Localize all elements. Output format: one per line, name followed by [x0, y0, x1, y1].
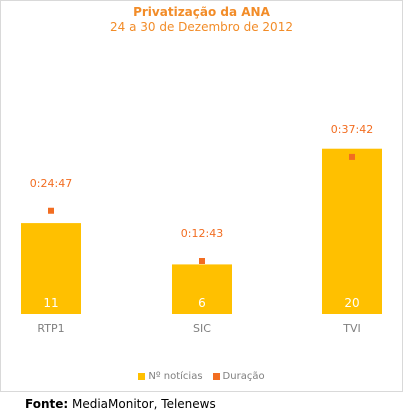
legend-label-duration: Duração: [222, 371, 265, 382]
legend-item-duration: Duração: [212, 371, 265, 382]
duration-value-label: 0:24:47: [30, 177, 72, 190]
duration-marker: [48, 207, 54, 214]
chart-title: Privatização da ANA: [133, 5, 270, 19]
chart-subtitle: 24 a 30 de Dezembro de 2012: [110, 20, 293, 34]
legend-item-news: Nº notícias: [138, 371, 203, 382]
bar-value-label: 11: [43, 296, 58, 310]
legend-label-news: Nº notícias: [148, 371, 203, 382]
bar-sic: [172, 264, 232, 314]
source-label: Fonte:: [25, 397, 69, 411]
duration-value-label: 0:37:42: [331, 123, 373, 136]
bar-tvi: [322, 148, 382, 314]
chart-legend: Nº notícias Duração: [0, 371, 403, 382]
source-text: MediaMonitor, Telenews: [68, 397, 216, 411]
legend-swatch-bar-icon: [138, 373, 146, 380]
duration-marker: [199, 258, 205, 264]
legend-swatch-marker-icon: [212, 373, 220, 380]
x-tick-label: TVI: [342, 322, 361, 335]
x-tick-label: SIC: [193, 322, 211, 335]
bar-value-label: 20: [344, 296, 359, 310]
source-note: Fonte: MediaMonitor, Telenews: [25, 397, 216, 411]
bar-rtp1: [21, 223, 81, 314]
x-tick-label: RTP1: [37, 322, 64, 335]
duration-marker: [349, 153, 355, 160]
bar-value-label: 6: [198, 296, 206, 310]
duration-value-label: 0:12:43: [181, 227, 223, 240]
